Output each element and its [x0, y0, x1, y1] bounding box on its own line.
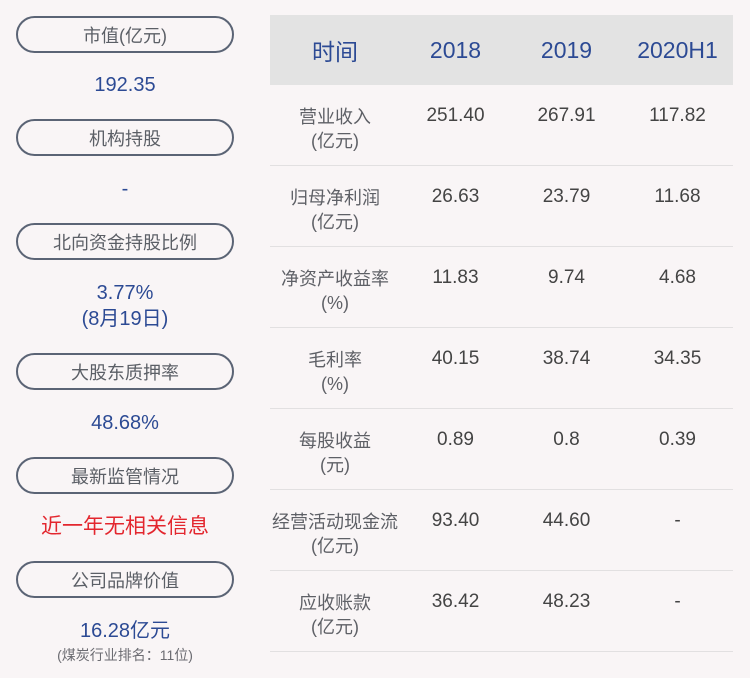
cell: 267.91: [537, 105, 596, 126]
table-row: 归母净利润 (亿元) 26.63 23.79 11.68: [270, 166, 733, 247]
cell: -: [674, 591, 681, 612]
cell: 0.89: [437, 429, 474, 450]
cell: 11.83: [432, 267, 479, 288]
cell: 40.15: [431, 348, 480, 369]
cell: 44.60: [542, 510, 591, 531]
brand-value-value: 16.28亿元: [79, 620, 171, 642]
table-row: 毛利率 (%) 40.15 38.74 34.35: [270, 328, 733, 409]
row-unit: (%): [321, 293, 349, 313]
header-time: 时间: [312, 39, 358, 65]
brand-value-label: 公司品牌价值: [16, 561, 234, 598]
institutional-holding-label: 机构持股: [16, 119, 234, 156]
row-name: 归母净利润: [290, 188, 380, 208]
cell: 36.42: [431, 591, 480, 612]
market-cap-label: 市值(亿元): [16, 16, 234, 53]
cell: 38.74: [542, 348, 591, 369]
cell: 93.40: [431, 510, 480, 531]
table-row: 每股收益 (元) 0.89 0.8 0.39: [270, 409, 733, 490]
cell: 0.8: [553, 429, 580, 450]
northbound-ratio-date: (8月19日): [81, 308, 169, 330]
row-unit: (亿元): [311, 212, 359, 232]
header-2020h1: 2020H1: [637, 36, 718, 63]
header-2018: 2018: [429, 36, 482, 63]
table-row: 营业收入 (亿元) 251.40 267.91 117.82: [270, 85, 733, 166]
row-name: 营业收入: [299, 107, 371, 127]
row-unit: (元): [320, 455, 350, 475]
cell: 251.40: [426, 105, 485, 126]
northbound-ratio-value: 3.77%: [96, 282, 154, 304]
row-name: 每股收益: [299, 431, 371, 451]
table-row: 净资产收益率 (%) 11.83 9.74 4.68: [270, 247, 733, 328]
table-row: 经营活动现金流 (亿元) 93.40 44.60 -: [270, 490, 733, 571]
cell: 23.79: [542, 186, 591, 207]
table-row: 应收账款 (亿元) 36.42 48.23 -: [270, 571, 733, 652]
northbound-ratio-label: 北向资金持股比例: [16, 223, 234, 260]
table-header: 时间 2018 2019 2020H1: [270, 15, 733, 85]
row-name: 应收账款: [299, 593, 371, 613]
major-pledge-rate-label: 大股东质押率: [16, 353, 234, 390]
cell: -: [674, 510, 681, 531]
cell: 4.68: [659, 267, 696, 288]
cell: 11.68: [654, 186, 701, 207]
cell: 34.35: [653, 348, 702, 369]
cell: 117.82: [649, 105, 706, 126]
institutional-holding-value: -: [121, 178, 129, 200]
row-name: 净资产收益率: [281, 269, 389, 289]
financial-table: 时间 2018 2019 2020H1 营业收入 (亿元) 251.40 267.…: [270, 15, 733, 652]
row-unit: (亿元): [311, 536, 359, 556]
market-cap-value: 192.35: [94, 74, 156, 96]
brand-value-rank-note: (煤炭行业排名：11位): [57, 647, 193, 663]
row-name: 经营活动现金流: [272, 512, 398, 532]
row-unit: (亿元): [311, 617, 359, 637]
major-pledge-rate-value: 48.68%: [91, 412, 159, 434]
cell: 26.63: [431, 186, 480, 207]
regulation-label: 最新监管情况: [16, 457, 234, 494]
row-unit: (亿元): [311, 131, 359, 151]
header-2019: 2019: [540, 36, 593, 63]
row-unit: (%): [321, 374, 349, 394]
cell: 9.74: [548, 267, 585, 288]
cell: 48.23: [542, 591, 591, 612]
cell: 0.39: [659, 429, 696, 450]
regulation-value: 近一年无相关信息: [41, 515, 209, 538]
row-name: 毛利率: [308, 350, 362, 370]
